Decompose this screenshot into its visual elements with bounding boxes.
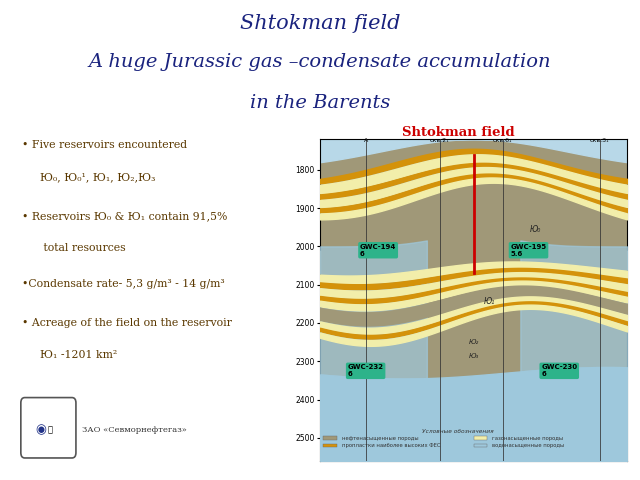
Text: A huge Jurassic gas –condensate accumulation: A huge Jurassic gas –condensate accumula…: [89, 53, 551, 71]
Bar: [323, 444, 337, 447]
Text: ЗАО «Севморнефтегаз»: ЗАО «Севморнефтегаз»: [83, 426, 188, 433]
Text: • Acreage of the field on the reservoir: • Acreage of the field on the reservoir: [22, 318, 232, 328]
Text: Ю₀: Ю₀: [529, 225, 541, 234]
Text: Ю₂: Ю₂: [468, 339, 479, 345]
Text: GWC-195
5.6: GWC-195 5.6: [511, 244, 547, 257]
Text: 🔵: 🔵: [47, 425, 52, 434]
Text: нефтенасыщенные породы: нефтенасыщенные породы: [342, 435, 418, 441]
Text: Условные обозначения: Условные обозначения: [422, 430, 494, 434]
Text: • Five reservoirs encountered: • Five reservoirs encountered: [22, 140, 188, 150]
Text: Ю₀, Ю₀¹, Ю₁, Ю₂,Ю₃: Ю₀, Ю₀¹, Ю₁, Ю₂,Ю₃: [33, 172, 155, 182]
Text: •Condensate rate- 5,3 g/m³ - 14 g/m³: •Condensate rate- 5,3 g/m³ - 14 g/m³: [22, 278, 225, 288]
Text: скв.3₁: скв.3₁: [589, 138, 609, 143]
Bar: [323, 436, 337, 440]
FancyBboxPatch shape: [21, 397, 76, 458]
Text: Ю₁ -1201 km²: Ю₁ -1201 km²: [33, 349, 117, 360]
Text: А: А: [364, 138, 368, 143]
Text: Shtokman field: Shtokman field: [240, 14, 400, 33]
Text: газонасыщенные породы: газонасыщенные породы: [492, 435, 563, 441]
Text: • Reservoirs Ю₀ & Ю₁ contain 91,5%: • Reservoirs Ю₀ & Ю₁ contain 91,5%: [22, 211, 227, 221]
Text: GWC-230
6: GWC-230 6: [541, 364, 577, 377]
Text: GWC-232
6: GWC-232 6: [348, 364, 383, 377]
Text: ◉: ◉: [35, 423, 46, 436]
Text: Ю₃: Ю₃: [468, 352, 479, 359]
Text: Shtokman field: Shtokman field: [402, 126, 515, 139]
Text: in the Barents: in the Barents: [250, 95, 390, 112]
Text: скв.2₁: скв.2₁: [430, 138, 450, 143]
Text: водонасыщенные породы: водонасыщенные породы: [492, 443, 564, 448]
Bar: [474, 436, 488, 440]
Text: Ю₁: Ю₁: [483, 298, 495, 306]
Text: total resources: total resources: [33, 243, 125, 253]
Text: GWC-194
6: GWC-194 6: [360, 244, 396, 257]
Bar: [474, 444, 488, 447]
Text: пропластки наиболее высоких ФЕС: пропластки наиболее высоких ФЕС: [342, 443, 440, 448]
Text: скв.6₁: скв.6₁: [493, 138, 513, 143]
